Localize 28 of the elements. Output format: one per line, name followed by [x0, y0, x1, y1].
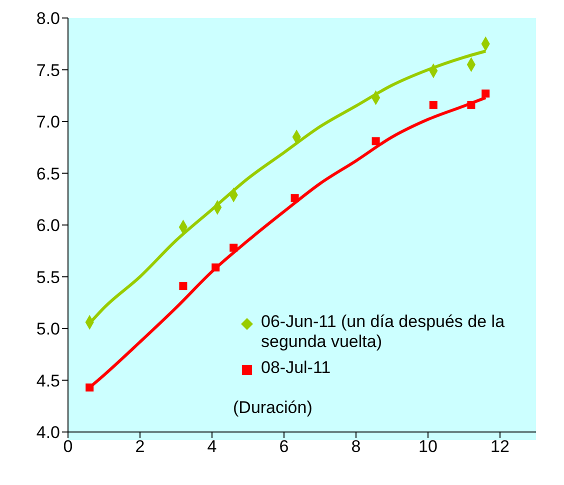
point	[212, 263, 220, 272]
x-tick-label: 4	[207, 437, 217, 456]
x-tick-label: 8	[351, 437, 361, 456]
legend-label: 06-Jun-11 (un día después de la segunda vuelta)	[261, 312, 506, 352]
x-tick-label: 12	[490, 437, 510, 456]
point	[482, 90, 490, 98]
y-tick-label: 5.5	[36, 268, 60, 287]
y-tick-label: 7.5	[36, 60, 60, 80]
y-tick-label: 6.0	[36, 216, 60, 236]
point	[467, 100, 476, 109]
x-tick-label: 2	[135, 437, 145, 456]
point	[372, 137, 380, 146]
point	[290, 194, 299, 202]
x-tick-label: 6	[279, 437, 289, 456]
annotation: (Duración)	[233, 398, 312, 418]
point	[429, 100, 438, 109]
point	[86, 383, 94, 392]
x-tick-label: 10	[418, 437, 438, 456]
y-tick-label: 7.0	[36, 112, 60, 132]
x-tick-label: 0	[63, 437, 73, 456]
y-tick-label: 4.5	[36, 371, 60, 390]
point	[179, 282, 188, 290]
y-tick-label: 4.0	[36, 423, 60, 442]
y-tick-label: 6.5	[36, 164, 60, 184]
legend-label: 08-Jul-11	[261, 358, 331, 378]
y-tick-label: 8.0	[36, 9, 60, 28]
y-tick-label: 5.0	[36, 320, 60, 339]
point	[230, 244, 238, 252]
